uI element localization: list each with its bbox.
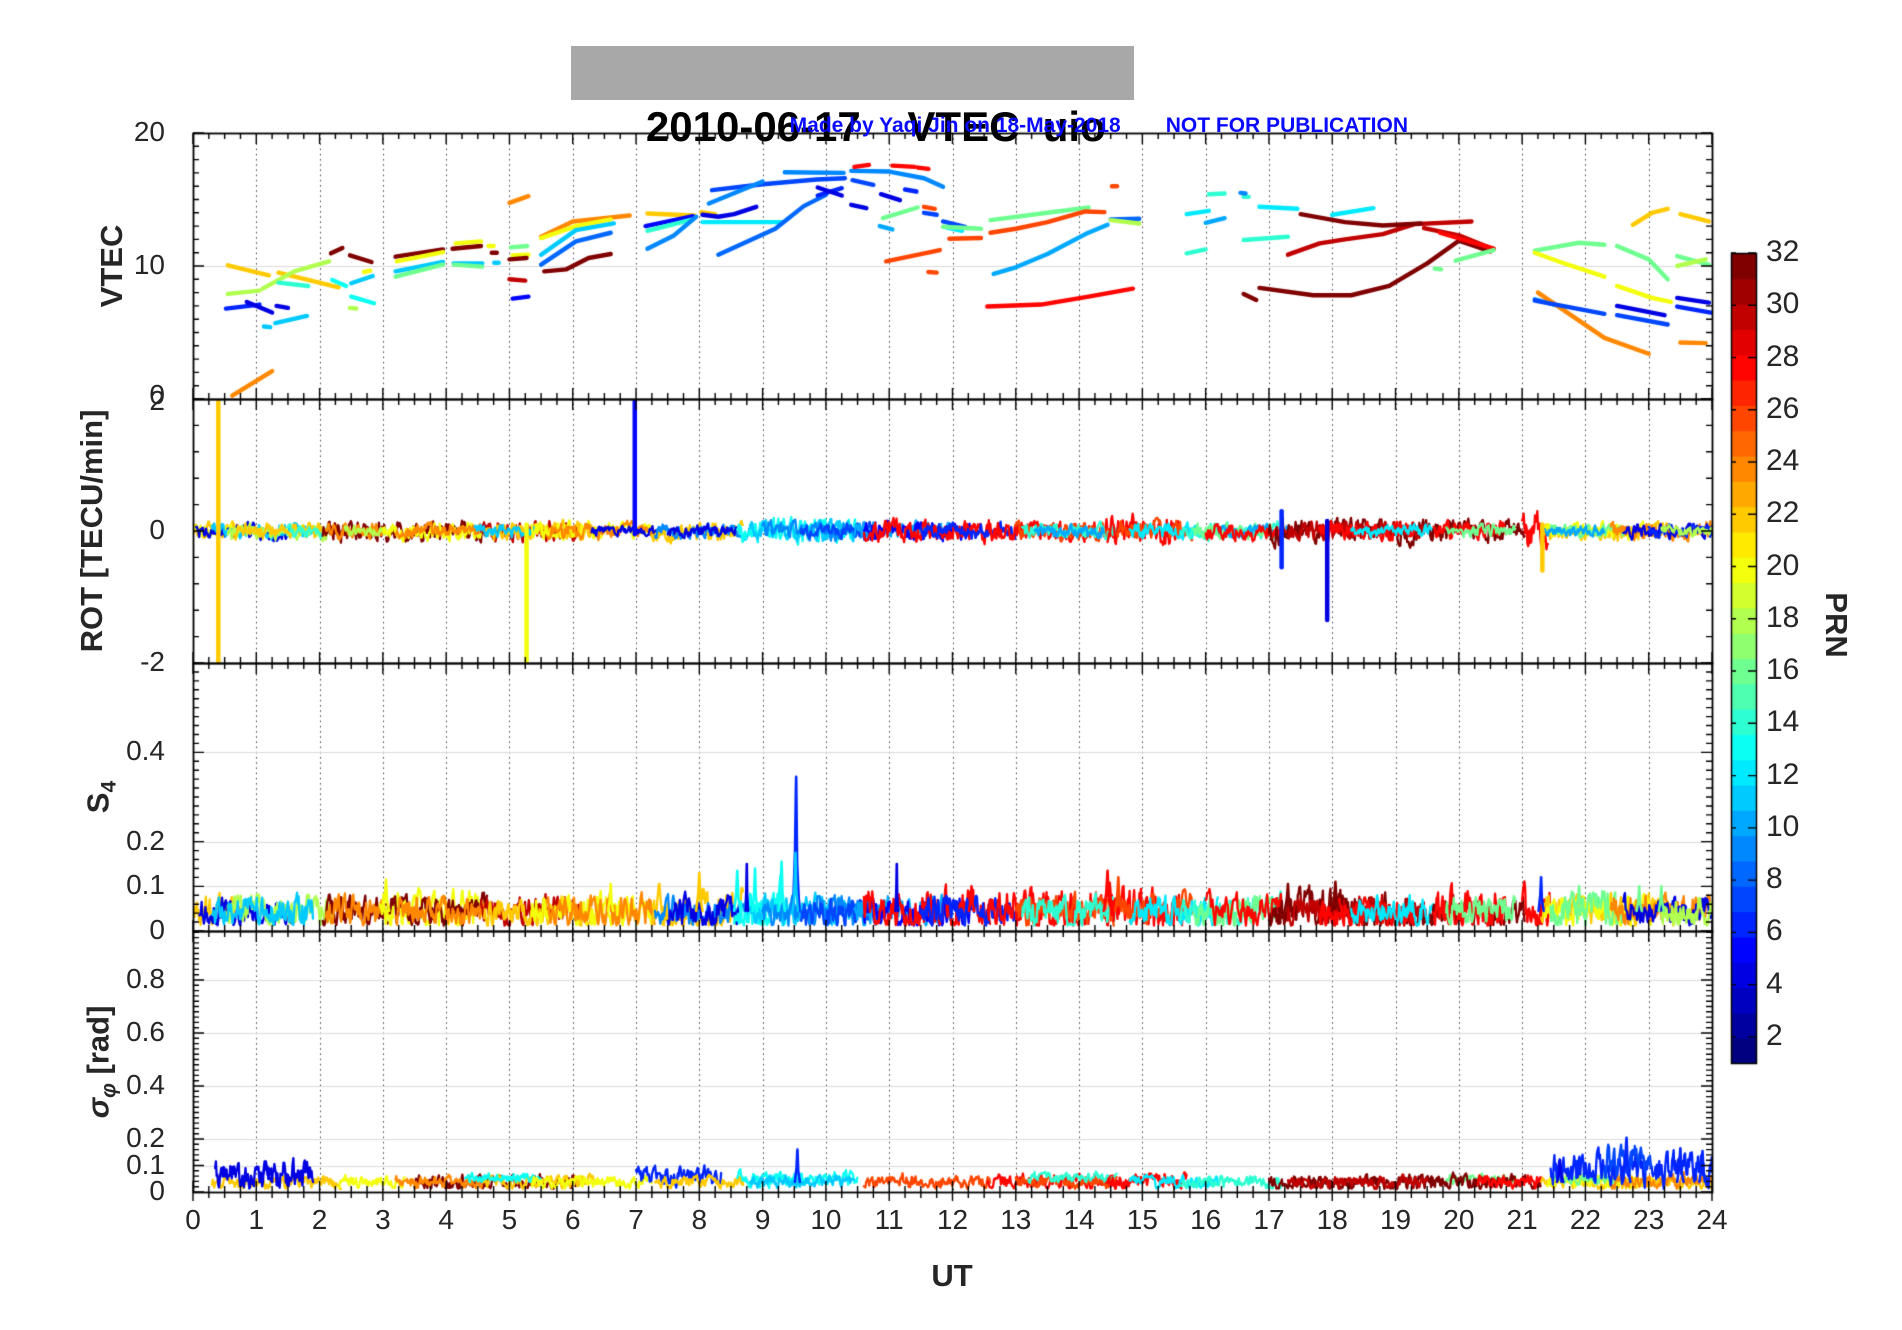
x-tick-label-20: 20 <box>1443 1204 1475 1235</box>
colorbar-tick-label-26: 26 <box>1766 391 1800 425</box>
ut-axis-label: UT <box>931 1258 972 1294</box>
x-tick-label-6: 6 <box>564 1204 581 1235</box>
x-tick-label-22: 22 <box>1569 1204 1601 1235</box>
x-tick-label-5: 5 <box>501 1204 518 1235</box>
chart-title: 2010-06-17 VTEC uio <box>571 46 1134 150</box>
chart-title-text: 2010-06-17 VTEC uio <box>645 103 1106 150</box>
x-tick-label-4: 4 <box>438 1204 454 1235</box>
x-tick-label-14: 14 <box>1063 1204 1095 1235</box>
s4-y-tick-label-0.4: 0.4 <box>126 735 165 767</box>
ut-axis-label-text: UT <box>931 1258 973 1293</box>
rot-y-tick-label-0: 0 <box>149 514 165 545</box>
x-tick-label-17: 17 <box>1253 1204 1285 1235</box>
x-tick-label-8: 8 <box>691 1204 708 1235</box>
colorbar-tick-label-30: 30 <box>1766 287 1800 321</box>
rot-y-tick-label-2: 2 <box>149 385 165 416</box>
credit-line: Made by Yaqi Jin on 18-May-2018 NOT FOR P… <box>0 90 1408 162</box>
colorbar-tick-label-20: 20 <box>1766 548 1800 582</box>
s4-y-tick-label-0: 0 <box>149 914 165 945</box>
x-tick-label-13: 13 <box>1000 1204 1032 1235</box>
x-tick-label-24: 24 <box>1696 1204 1728 1235</box>
credit-notice: NOT FOR PUBLICATION <box>1165 114 1408 137</box>
x-tick-label-1: 1 <box>248 1204 265 1235</box>
s4-y-tick-label-0.2: 0.2 <box>126 824 165 856</box>
sigma-y-tick-label-0.6: 0.6 <box>126 1016 165 1047</box>
x-tick-label-21: 21 <box>1506 1204 1538 1235</box>
s4-symbol: S <box>80 792 116 814</box>
x-tick-label-7: 7 <box>628 1204 644 1235</box>
colorbar-tick-label-6: 6 <box>1766 914 1783 948</box>
colorbar-tick-label-24: 24 <box>1766 444 1800 478</box>
colorbar-tick-label-32: 32 <box>1766 235 1800 268</box>
x-tick-label-18: 18 <box>1316 1204 1348 1235</box>
vtec-y-tick-label-10: 10 <box>133 249 165 280</box>
x-tick-label-2: 2 <box>311 1204 328 1235</box>
x-tick-label-16: 16 <box>1190 1204 1222 1235</box>
colorbar-tick-label-22: 22 <box>1766 496 1800 530</box>
colorbar-tick-label-10: 10 <box>1766 809 1800 843</box>
colorbar-tick-label-8: 8 <box>1766 862 1783 896</box>
colorbar-tick-label-2: 2 <box>1766 1018 1783 1052</box>
rot-y-tick-label--2: -2 <box>140 646 165 677</box>
s4-subscript: 4 <box>97 780 121 793</box>
colorbar-tick-label-12: 12 <box>1766 757 1800 791</box>
x-tick-label-3: 3 <box>375 1204 391 1235</box>
s4-y-tick-label-0.1: 0.1 <box>126 869 165 901</box>
colorbar-tick-label-18: 18 <box>1766 600 1800 634</box>
colorbar-tick-label-14: 14 <box>1766 705 1800 739</box>
sigma-y-tick-label-0.2: 0.2 <box>126 1122 165 1153</box>
x-tick-label-15: 15 <box>1126 1204 1158 1235</box>
x-tick-label-11: 11 <box>874 1204 904 1235</box>
x-tick-label-19: 19 <box>1379 1204 1412 1235</box>
sigma-y-tick-label-0.1: 0.1 <box>126 1148 165 1180</box>
colorbar-tick-label-28: 28 <box>1766 339 1800 373</box>
x-tick-label-9: 9 <box>754 1204 771 1235</box>
x-tick-label-0: 0 <box>185 1204 201 1235</box>
x-tick-label-23: 23 <box>1633 1204 1665 1235</box>
x-tick-label-12: 12 <box>936 1204 969 1235</box>
sigma-y-tick-label-0.8: 0.8 <box>126 963 165 995</box>
colorbar-tick-label-16: 16 <box>1766 653 1800 687</box>
sigma-y-tick-label-0: 0 <box>149 1175 165 1206</box>
colorbar-tick-label-4: 4 <box>1766 966 1783 1000</box>
sigma-y-tick-label-0.4: 0.4 <box>126 1069 165 1100</box>
vtec-y-tick-label-0: 0 <box>149 379 165 410</box>
x-tick-label-10: 10 <box>810 1204 842 1235</box>
credit-made-by: Made by Yaqi Jin on 18-May-2018 <box>789 114 1121 137</box>
s4-axis-label: S4 <box>80 781 121 813</box>
vtec-y-tick-label-20: 20 <box>133 116 165 147</box>
